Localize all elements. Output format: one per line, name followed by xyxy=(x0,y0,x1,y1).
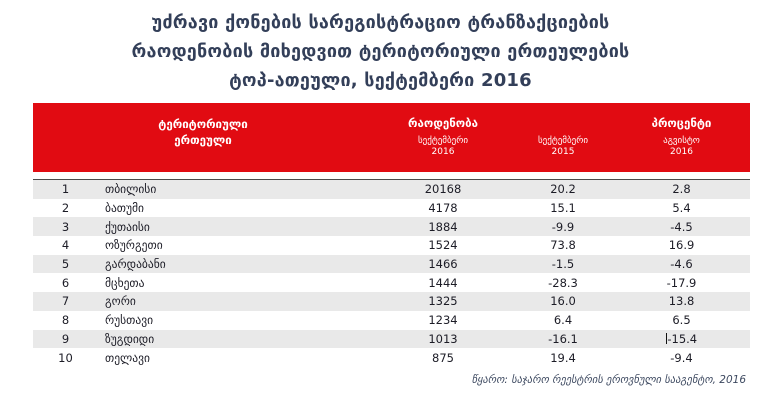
pct-aug2016-cell: 2.8 xyxy=(672,182,691,197)
rank-cell: 2 xyxy=(61,201,70,216)
sep2015-sub-label: სექტემბერი 2015 xyxy=(537,136,589,157)
page-title-line2: რაოდენობის მიხედვით ტერიტორიული ერთეულებ… xyxy=(131,41,630,62)
pct-sep2015-cell: 20.2 xyxy=(550,182,576,197)
pct-sep2015-cell: -1.5 xyxy=(551,257,575,272)
count-sep2016-cell: 20168 xyxy=(424,182,462,197)
pct-sep2015-cell: 6.4 xyxy=(553,313,573,328)
page-title-line1: უძრავი ქონების სარეგისტრაციო ტრანზაქციებ… xyxy=(151,12,610,33)
table-row: 7 გორი 1325 16.0 13.8 xyxy=(33,292,750,311)
territory-cell: მცხეთა xyxy=(105,275,145,290)
territory-cell: ოზურგეთი xyxy=(105,238,163,253)
rank-cell: 8 xyxy=(61,313,70,328)
pct-aug2016-cell: 6.5 xyxy=(672,313,691,328)
pct-sep2015-cell: 19.4 xyxy=(550,350,576,365)
sep2016-sub-label: სექტემბერი 2016 xyxy=(417,136,469,157)
pct-aug2016-cell: 16.9 xyxy=(668,238,695,253)
table-row: 3 ქუთაისი 1884 -9.9 -4.5 xyxy=(33,217,750,237)
table-row: 5 გარდაბანი 1466 -1.5 -4.6 xyxy=(33,254,750,274)
rank-cell: 7 xyxy=(61,294,70,309)
pct-sep2015-cell: 16.0 xyxy=(550,294,576,309)
count-sep2016-cell: 1444 xyxy=(428,275,458,290)
rank-cell: 5 xyxy=(61,257,70,272)
aug2016-sub-label: აგვისტო 2016 xyxy=(663,136,700,157)
table-row: 10 თელავი 875 19.4 -9.4 xyxy=(33,348,750,367)
count-sep2016-cell: 1884 xyxy=(428,219,458,234)
table-row: 2 ბათუმი 4178 15.1 5.4 xyxy=(33,199,750,218)
page-title: უძრავი ქონების სარეგისტრაციო ტრანზაქციებ… xyxy=(0,0,761,95)
count-sep2016-cell: 1013 xyxy=(428,331,458,346)
count-sep2016-cell: 875 xyxy=(432,350,454,365)
table-body: 1 თბილისი 20168 20.2 2.8 2 ბათუმი 4178 1… xyxy=(33,179,750,367)
territory-header-line2: ერთეული xyxy=(174,133,232,147)
rank-cell: 1 xyxy=(61,182,70,197)
count-column-header: რაოდენობა სექტემბერი 2016 xyxy=(373,103,513,172)
rank-cell: 10 xyxy=(58,350,73,365)
territory-cell: ქუთაისი xyxy=(105,219,150,234)
territory-cell: ბათუმი xyxy=(105,201,144,216)
sep2015-column-header: სექტემბერი 2015 xyxy=(513,103,613,172)
table-row: 1 თბილისი 20168 20.2 2.8 xyxy=(33,180,750,199)
table-row: 6 მცხეთა 1444 -28.3 -17.9 xyxy=(33,273,750,292)
pct-aug2016-cell: -17.9 xyxy=(666,275,697,290)
pct-sep2015-cell: 15.1 xyxy=(550,201,576,216)
territory-cell: გარდაბანი xyxy=(105,257,166,272)
pct-aug2016-cell: -9.4 xyxy=(670,350,693,365)
pct-aug2016-cell: -15.4 xyxy=(665,331,698,346)
territory-cell: თბილისი xyxy=(105,182,157,197)
territory-cell: თელავი xyxy=(105,350,150,365)
territory-cell: ზუგდიდი xyxy=(105,331,155,346)
table-row: 9 ზუგდიდი 1013 -16.1 -15.4 xyxy=(33,329,750,349)
page-title-line3: ტოპ-ათეული, სექტემბერი 2016 xyxy=(229,70,532,91)
count-sep2016-cell: 4178 xyxy=(428,201,458,216)
table-row: 4 ოზურგეთი 1524 73.8 16.9 xyxy=(33,236,750,255)
count-group-label: რაოდენობა xyxy=(408,116,478,130)
rank-cell: 3 xyxy=(61,219,70,234)
text-cursor xyxy=(665,333,668,345)
territory-header-line1: ტერიტორიული xyxy=(158,117,248,131)
pct-aug2016-cell: -4.6 xyxy=(670,257,693,272)
table-header: ტერიტორიული ერთეული რაოდენობა სექტემბერი… xyxy=(33,103,750,172)
pct-aug2016-cell: 13.8 xyxy=(668,294,695,309)
percent-column-header: პროცენტი აგვისტო 2016 xyxy=(613,103,750,172)
pct-sep2015-cell: 73.8 xyxy=(550,238,576,253)
territory-cell: რუსთავი xyxy=(105,313,154,328)
territory-column-header: ტერიტორიული ერთეული xyxy=(33,103,373,172)
pct-aug2016-cell: 5.4 xyxy=(672,201,691,216)
percent-group-label: პროცენტი xyxy=(651,116,712,130)
rank-cell: 4 xyxy=(61,238,70,253)
count-sep2016-cell: 1466 xyxy=(428,257,458,272)
rank-cell: 6 xyxy=(61,275,70,290)
pct-sep2015-cell: -28.3 xyxy=(548,275,578,290)
count-sep2016-cell: 1234 xyxy=(428,313,458,328)
count-sep2016-cell: 1325 xyxy=(428,294,458,309)
count-sep2016-cell: 1524 xyxy=(428,238,458,253)
table-row: 8 რუსთავი 1234 6.4 6.5 xyxy=(33,311,750,330)
territory-cell: გორი xyxy=(105,294,136,309)
rank-cell: 9 xyxy=(61,331,70,346)
pct-sep2015-cell: -16.1 xyxy=(548,331,578,346)
source-note: წყარო: საჯარო რეესტრის ეროვნული სააგენტო… xyxy=(471,373,746,386)
pct-sep2015-cell: -9.9 xyxy=(551,219,575,234)
data-table: ტერიტორიული ერთეული რაოდენობა სექტემბერი… xyxy=(33,103,750,367)
pct-aug2016-cell: -4.5 xyxy=(670,219,693,234)
